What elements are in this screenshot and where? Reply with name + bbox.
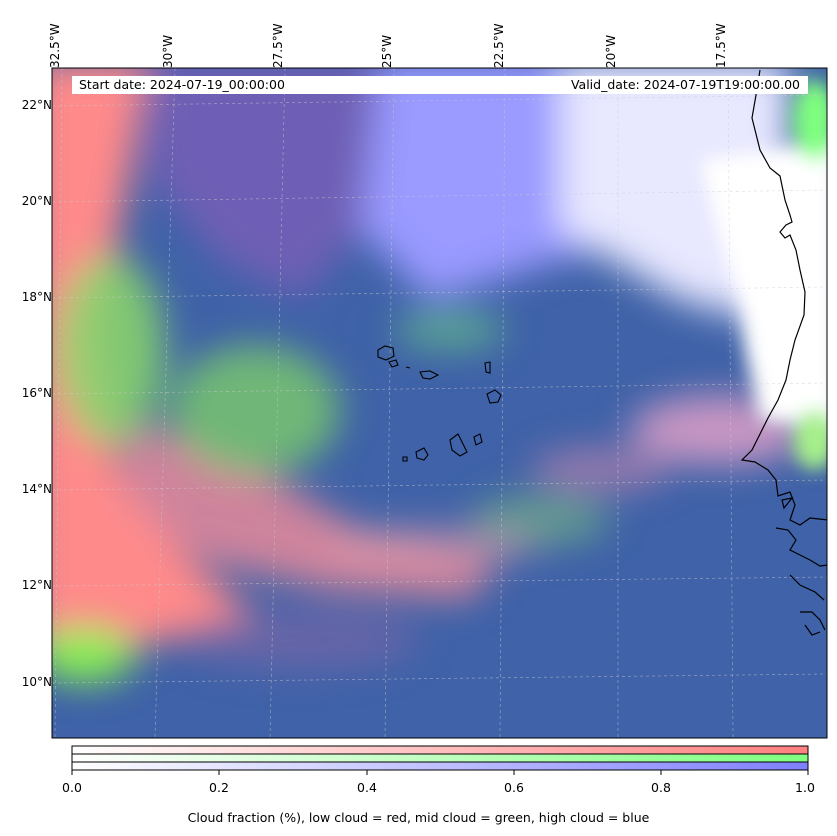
colorbar-green-channel <box>72 754 808 762</box>
lon-label: 25°W <box>380 34 394 68</box>
lon-label: 20°W <box>604 34 618 68</box>
valid-date-label: Valid_date: 2024-07-19T19:00:00.00 <box>570 77 800 92</box>
date-info-bar: Start date: 2024-07-19_00:00:00 Valid_da… <box>72 76 808 94</box>
gridlines <box>52 68 827 738</box>
lat-label: 10°N <box>21 675 52 689</box>
lat-label: 22°N <box>21 98 52 112</box>
lon-label: 32.5°W <box>48 23 62 68</box>
start-date-label: Start date: 2024-07-19_00:00:00 <box>79 77 285 92</box>
lon-label: 30°W <box>161 34 175 68</box>
map-frame <box>51 67 828 739</box>
lat-label: 20°N <box>21 194 52 208</box>
lat-label: 18°N <box>21 290 52 304</box>
lat-label: 14°N <box>21 482 52 496</box>
lon-label: 22.5°W <box>492 23 506 68</box>
colorbar-tick-label: 0.4 <box>357 780 377 795</box>
colorbar-red-channel <box>72 746 808 754</box>
lat-label: 12°N <box>21 578 52 592</box>
colorbar-tick-label: 0.6 <box>504 780 524 795</box>
colorbar-tick-label: 0.8 <box>651 780 671 795</box>
cloud-field <box>52 68 827 738</box>
colorbar-blue-channel <box>72 762 808 770</box>
colorbar-tick-label: 0.2 <box>209 780 229 795</box>
colorbar <box>71 745 809 775</box>
lon-label: 17.5°W <box>714 23 728 68</box>
colorbar-caption: Cloud fraction (%), low cloud = red, mid… <box>187 810 650 825</box>
colorbar-tick-label: 0.0 <box>62 780 82 795</box>
colorbar-tick-label: 1.0 <box>795 780 815 795</box>
cape-verde-islands <box>377 345 502 462</box>
africa-coastline <box>740 69 827 636</box>
lon-label: 27.5°W <box>271 23 285 68</box>
lat-label: 16°N <box>21 386 52 400</box>
